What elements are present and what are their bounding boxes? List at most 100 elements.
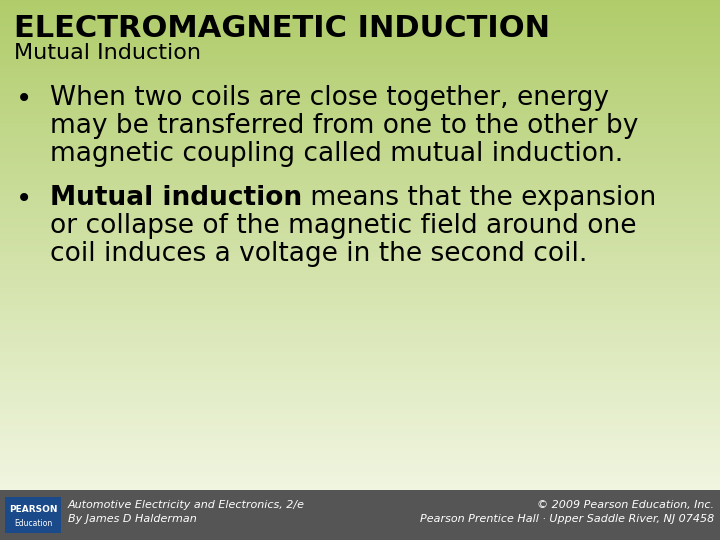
Bar bbox=[0, 42, 720, 43]
Bar bbox=[0, 58, 720, 59]
Bar bbox=[0, 482, 720, 483]
Bar bbox=[0, 289, 720, 291]
Text: may be transferred from one to the other by: may be transferred from one to the other… bbox=[50, 113, 639, 139]
Bar bbox=[0, 10, 720, 11]
Bar bbox=[0, 170, 720, 172]
Bar bbox=[0, 401, 720, 402]
Bar bbox=[0, 181, 720, 183]
Bar bbox=[0, 76, 720, 77]
Bar bbox=[0, 200, 720, 201]
Bar bbox=[0, 288, 720, 289]
Bar bbox=[0, 17, 720, 18]
Bar bbox=[0, 473, 720, 474]
Bar bbox=[0, 212, 720, 213]
Bar bbox=[0, 468, 720, 469]
Bar bbox=[0, 456, 720, 457]
Bar bbox=[0, 78, 720, 79]
Bar bbox=[0, 77, 720, 78]
Bar bbox=[0, 108, 720, 109]
Bar bbox=[0, 279, 720, 280]
Bar bbox=[0, 211, 720, 212]
Bar bbox=[0, 88, 720, 90]
Bar bbox=[0, 14, 720, 15]
Bar bbox=[0, 322, 720, 323]
Bar bbox=[0, 336, 720, 337]
Bar bbox=[0, 366, 720, 368]
Bar bbox=[0, 179, 720, 180]
Bar bbox=[0, 68, 720, 69]
Bar bbox=[0, 3, 720, 4]
Text: Education: Education bbox=[14, 518, 52, 528]
Bar bbox=[0, 478, 720, 479]
Bar bbox=[0, 330, 720, 332]
Bar bbox=[0, 464, 720, 465]
Bar bbox=[0, 394, 720, 396]
Bar bbox=[0, 187, 720, 188]
Bar bbox=[0, 418, 720, 419]
Bar bbox=[0, 71, 720, 72]
Bar bbox=[0, 424, 720, 425]
Bar bbox=[0, 349, 720, 350]
Bar bbox=[0, 223, 720, 224]
Bar bbox=[0, 425, 720, 426]
Bar bbox=[0, 247, 720, 249]
Bar bbox=[0, 48, 720, 49]
Bar bbox=[0, 131, 720, 132]
Bar bbox=[0, 298, 720, 299]
Bar bbox=[0, 114, 720, 115]
Bar bbox=[0, 255, 720, 256]
Bar bbox=[0, 369, 720, 370]
Bar bbox=[0, 299, 720, 300]
Bar bbox=[0, 448, 720, 450]
Bar bbox=[0, 19, 720, 21]
Bar bbox=[0, 137, 720, 138]
Bar bbox=[0, 284, 720, 286]
Bar bbox=[0, 156, 720, 157]
Bar bbox=[0, 402, 720, 403]
Bar bbox=[0, 348, 720, 349]
Bar bbox=[0, 4, 720, 5]
Bar bbox=[0, 451, 720, 452]
Bar bbox=[0, 266, 720, 267]
Bar bbox=[0, 282, 720, 283]
Bar bbox=[0, 109, 720, 110]
Bar bbox=[0, 12, 720, 14]
Bar bbox=[0, 168, 720, 169]
Bar bbox=[0, 389, 720, 391]
Bar bbox=[0, 49, 720, 50]
Bar bbox=[0, 443, 720, 444]
Bar bbox=[0, 319, 720, 320]
Bar bbox=[0, 239, 720, 240]
Bar bbox=[0, 471, 720, 473]
Bar bbox=[0, 146, 720, 147]
Bar bbox=[0, 323, 720, 325]
Bar bbox=[0, 185, 720, 186]
Bar bbox=[0, 373, 720, 374]
Bar bbox=[0, 403, 720, 404]
Bar bbox=[0, 210, 720, 211]
Bar bbox=[0, 186, 720, 187]
Text: Mutual Induction: Mutual Induction bbox=[14, 43, 201, 63]
Bar bbox=[0, 309, 720, 310]
Bar bbox=[0, 178, 720, 179]
Bar bbox=[0, 259, 720, 260]
Bar bbox=[0, 391, 720, 392]
Bar bbox=[0, 375, 720, 376]
Bar bbox=[0, 307, 720, 309]
Bar bbox=[0, 143, 720, 145]
Bar bbox=[0, 350, 720, 352]
Bar bbox=[0, 397, 720, 398]
Bar bbox=[0, 70, 720, 71]
Bar bbox=[0, 91, 720, 92]
Bar bbox=[0, 138, 720, 140]
Bar bbox=[0, 1, 720, 3]
Bar bbox=[0, 458, 720, 460]
Bar bbox=[0, 115, 720, 117]
Text: or collapse of the magnetic field around one: or collapse of the magnetic field around… bbox=[50, 213, 636, 239]
Bar bbox=[0, 56, 720, 58]
Bar bbox=[0, 489, 720, 490]
Bar bbox=[0, 305, 720, 306]
Bar bbox=[0, 169, 720, 170]
Bar bbox=[0, 220, 720, 222]
Bar bbox=[0, 469, 720, 470]
